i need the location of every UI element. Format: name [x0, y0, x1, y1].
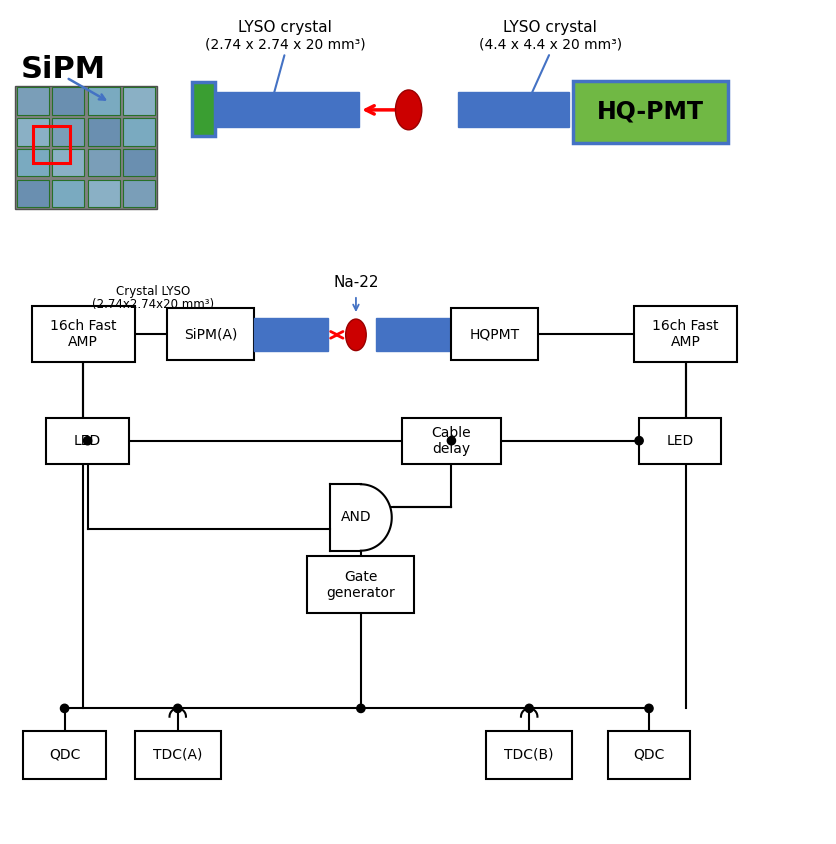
FancyBboxPatch shape [123, 180, 155, 207]
FancyBboxPatch shape [401, 418, 500, 463]
Circle shape [644, 704, 652, 712]
Circle shape [60, 704, 69, 712]
Text: SiPM(A): SiPM(A) [184, 327, 237, 341]
Text: AND: AND [340, 511, 371, 524]
FancyBboxPatch shape [167, 308, 253, 360]
FancyBboxPatch shape [486, 731, 572, 779]
FancyBboxPatch shape [215, 93, 359, 127]
FancyBboxPatch shape [52, 149, 84, 176]
FancyBboxPatch shape [457, 93, 568, 127]
FancyBboxPatch shape [253, 318, 328, 351]
Circle shape [84, 436, 92, 445]
FancyBboxPatch shape [375, 318, 449, 351]
Circle shape [446, 436, 455, 445]
FancyBboxPatch shape [17, 118, 48, 145]
Circle shape [356, 704, 364, 712]
FancyBboxPatch shape [607, 731, 690, 779]
FancyBboxPatch shape [52, 180, 84, 207]
Text: LED: LED [665, 434, 693, 447]
FancyBboxPatch shape [123, 118, 155, 145]
FancyBboxPatch shape [639, 418, 721, 463]
FancyBboxPatch shape [88, 149, 120, 176]
Text: QDC: QDC [633, 748, 664, 762]
Polygon shape [329, 484, 391, 550]
Text: Crystal LYSO: Crystal LYSO [116, 285, 191, 298]
FancyBboxPatch shape [23, 731, 105, 779]
FancyBboxPatch shape [17, 88, 48, 115]
Text: TDC(A): TDC(A) [153, 748, 202, 762]
Text: HQPMT: HQPMT [469, 327, 519, 341]
FancyBboxPatch shape [307, 556, 414, 613]
Circle shape [524, 704, 533, 712]
FancyBboxPatch shape [17, 180, 48, 207]
FancyBboxPatch shape [15, 86, 156, 208]
Ellipse shape [395, 90, 421, 130]
FancyBboxPatch shape [451, 308, 538, 360]
FancyBboxPatch shape [17, 149, 48, 176]
Circle shape [635, 436, 642, 445]
Text: TDC(B): TDC(B) [504, 748, 553, 762]
Text: Gate
generator: Gate generator [326, 570, 395, 600]
FancyBboxPatch shape [52, 118, 84, 145]
FancyBboxPatch shape [32, 306, 135, 362]
Text: 16ch Fast
AMP: 16ch Fast AMP [50, 319, 116, 349]
FancyBboxPatch shape [573, 81, 727, 143]
Text: Na-22: Na-22 [333, 275, 378, 290]
Ellipse shape [345, 319, 366, 350]
Text: (2.74x2.74x20 mm³): (2.74x2.74x20 mm³) [92, 298, 214, 311]
FancyBboxPatch shape [88, 180, 120, 207]
FancyBboxPatch shape [52, 88, 84, 115]
Text: LED: LED [74, 434, 101, 447]
Text: QDC: QDC [48, 748, 80, 762]
FancyBboxPatch shape [47, 418, 129, 463]
FancyBboxPatch shape [88, 118, 120, 145]
FancyBboxPatch shape [123, 149, 155, 176]
FancyBboxPatch shape [634, 306, 737, 362]
Text: LYSO crystal: LYSO crystal [502, 20, 596, 35]
FancyBboxPatch shape [135, 731, 221, 779]
Text: LYSO crystal: LYSO crystal [238, 20, 332, 35]
FancyBboxPatch shape [88, 88, 120, 115]
FancyBboxPatch shape [123, 88, 155, 115]
Text: (4.4 x 4.4 x 20 mm³): (4.4 x 4.4 x 20 mm³) [478, 37, 621, 51]
FancyBboxPatch shape [192, 82, 215, 136]
Text: Cable
delay: Cable delay [431, 425, 471, 456]
Text: 16ch Fast
AMP: 16ch Fast AMP [651, 319, 718, 349]
Text: (2.74 x 2.74 x 20 mm³): (2.74 x 2.74 x 20 mm³) [205, 37, 365, 51]
Text: HQ-PMT: HQ-PMT [596, 100, 703, 124]
Text: SiPM: SiPM [20, 55, 105, 84]
Circle shape [173, 704, 181, 712]
